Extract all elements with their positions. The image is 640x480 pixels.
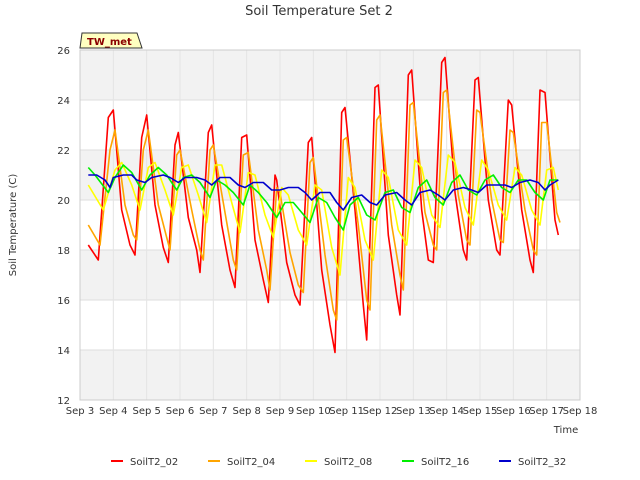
x-tick-label: Sep 5: [132, 406, 160, 417]
y-tick-label: 20: [57, 196, 70, 207]
y-tick-label: 26: [57, 46, 70, 57]
legend-label: SoilT2_08: [324, 457, 372, 468]
x-tick-label: Sep 15: [463, 406, 498, 417]
y-tick-label: 16: [57, 296, 70, 307]
x-tick-label: Sep 18: [563, 406, 598, 417]
x-tick-label: Sep 17: [529, 406, 564, 417]
badge-label: TW_met: [87, 37, 132, 48]
band: [80, 350, 580, 400]
x-tick-label: Sep 7: [199, 406, 227, 417]
x-tick-label: Sep 12: [363, 406, 398, 417]
band: [80, 50, 580, 100]
x-axis-label: Time: [553, 425, 578, 436]
y-tick-label: 24: [57, 96, 70, 107]
x-tick-labels: Sep 3 Sep 4 Sep 5 Sep 6 Sep 7 Sep 8 Sep 9 Sep 1…: [66, 406, 598, 417]
y-tick-label: 14: [57, 346, 70, 357]
x-tick-label: Sep 8: [232, 406, 260, 417]
x-tick-label: Sep 14: [429, 406, 464, 417]
chart-title: Soil Temperature Set 2: [245, 4, 393, 19]
x-tick-label: Sep 13: [396, 406, 431, 417]
legend-label: SoilT2_02: [130, 457, 178, 468]
legend-label: SoilT2_04: [227, 457, 275, 468]
legend: SoilT2_02 SoilT2_04 SoilT2_08 SoilT2_16 Soil…: [111, 457, 566, 468]
y-axis-label: Soil Temperature (C): [8, 174, 19, 277]
x-tick-label: Sep 11: [329, 406, 364, 417]
x-tick-label: Sep 9: [266, 406, 294, 417]
legend-label: SoilT2_16: [421, 457, 469, 468]
x-tick-label: Sep 4: [99, 406, 127, 417]
x-tick-label: Sep 3: [66, 406, 94, 417]
y-tick-label: 12: [57, 396, 70, 407]
series-line-soilt2-16: [87, 164, 559, 231]
series-layer: [87, 56, 561, 354]
tw-met-badge: TW_met: [79, 32, 143, 49]
background-bands: [80, 50, 580, 400]
y-tick-labels: 12 14 16 18 20 22 24 26: [57, 46, 70, 407]
legend-label: SoilT2_32: [518, 457, 566, 468]
series-line-soilt2-32: [88, 174, 559, 211]
x-tick-label: Sep 16: [496, 406, 531, 417]
y-tick-label: 22: [57, 146, 70, 157]
plot-frame: [79, 49, 581, 401]
series-line-soilt2-08: [87, 154, 560, 276]
x-tick-label: Sep 10: [296, 406, 331, 417]
badge-box: [79, 32, 143, 49]
x-tick-label: Sep 6: [166, 406, 194, 417]
y-tick-label: 18: [57, 246, 70, 257]
